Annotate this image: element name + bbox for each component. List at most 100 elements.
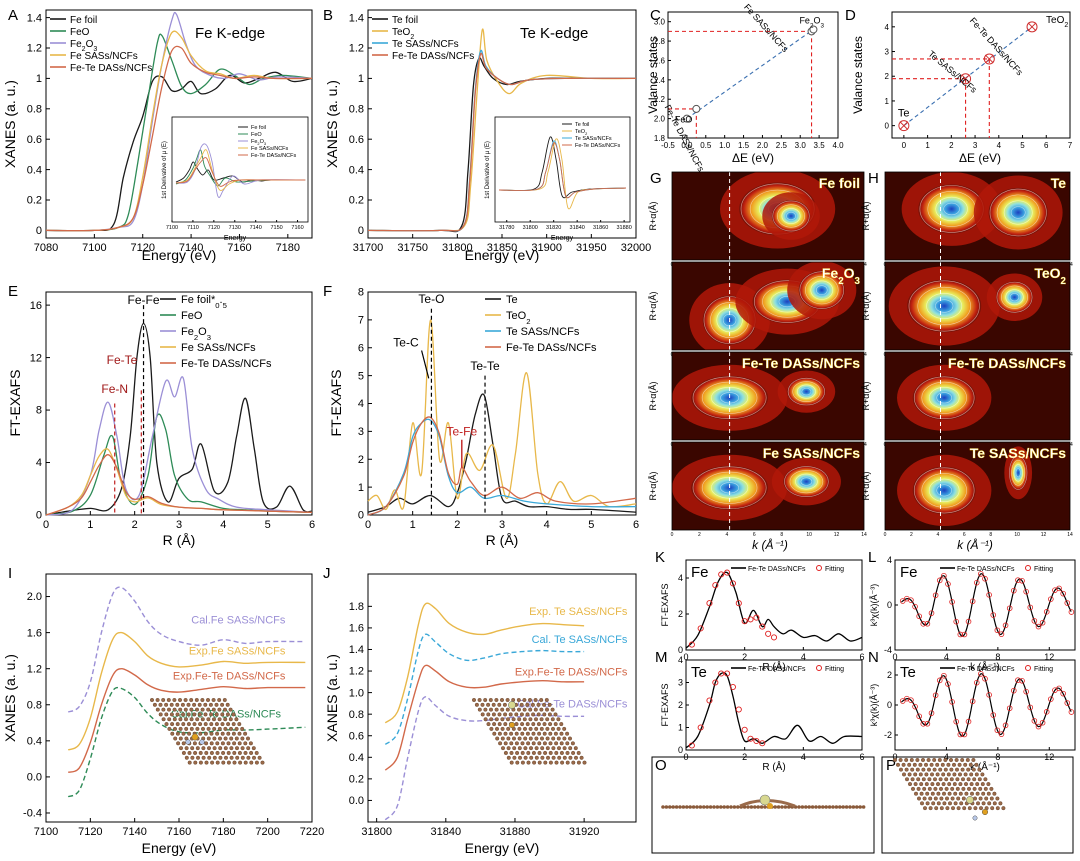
atom-carbon <box>715 805 720 809</box>
atom-carbon <box>170 731 175 736</box>
atom-carbon <box>928 806 933 811</box>
atom-carbon <box>539 707 544 712</box>
atom-carbon <box>955 777 960 782</box>
y-axis-label: R+α(Å) <box>861 382 871 411</box>
point-label: Fe2O3 <box>799 15 824 29</box>
x-tick-label: 8 <box>995 652 1000 662</box>
fit-point <box>899 598 906 604</box>
point-label: Te <box>898 108 910 120</box>
atom-carbon <box>181 712 186 717</box>
y-tick-label: 2 <box>358 454 364 466</box>
atom-carbon <box>506 755 511 760</box>
atom-carbon <box>222 698 227 702</box>
atom-nitrogen <box>972 815 978 821</box>
atom-carbon <box>562 755 567 760</box>
fit-point <box>941 572 947 579</box>
atom-carbon <box>164 702 169 707</box>
atom-carbon <box>526 741 531 746</box>
data-line <box>901 673 1072 737</box>
y-tick-label: 0 <box>887 600 892 610</box>
atom-carbon <box>217 707 222 712</box>
peak-label: Fe-N <box>101 382 128 396</box>
fit-point <box>1027 704 1034 711</box>
atom-carbon <box>212 726 217 731</box>
series-label: Exp.Fe SASs/NCFs <box>189 645 286 657</box>
atom-carbon <box>257 755 262 760</box>
atom-carbon <box>559 750 564 755</box>
molecular-structure-image <box>472 698 587 765</box>
y-axis-label: R+α(Å) <box>648 202 658 231</box>
atom-carbon <box>937 758 942 762</box>
legend-marker <box>1025 565 1031 571</box>
atom-carbon <box>914 791 918 796</box>
fit-point <box>1019 678 1025 684</box>
atom-carbon <box>978 786 983 791</box>
atom-carbon <box>998 801 1003 806</box>
x-tick-label: 0.0 <box>681 141 693 150</box>
atom-carbon <box>800 805 805 809</box>
fit-point <box>969 698 976 705</box>
y-axis-label: k³χ(k)(Å⁻³) <box>869 584 879 626</box>
atom-carbon <box>196 755 200 760</box>
atom-carbon <box>963 772 968 777</box>
atom-carbon <box>489 707 493 712</box>
atom-carbon <box>702 805 706 809</box>
atom-carbon <box>943 758 948 762</box>
atom-carbon <box>925 791 930 796</box>
atom-carbon <box>235 755 240 760</box>
y-tick-label: 0 <box>358 510 364 522</box>
atom-carbon <box>172 698 177 702</box>
atom-carbon <box>977 767 982 772</box>
inset-x-tick-label: 31840 <box>570 225 585 231</box>
x-axis-label: R (Å) <box>486 532 519 548</box>
legend-label: Fe2O3 <box>70 39 97 53</box>
atom-carbon <box>924 782 929 787</box>
fit-point <box>1023 588 1029 595</box>
atom-tellurium <box>759 794 771 806</box>
atom-carbon <box>508 712 513 717</box>
atom-carbon <box>698 805 703 809</box>
panel-letter: C <box>650 7 661 24</box>
atom-carbon <box>537 731 542 736</box>
x-tick-label: 7100 <box>34 826 58 838</box>
y-tick-label: 7 <box>358 315 364 327</box>
atom-carbon <box>551 736 556 741</box>
atom-iron <box>508 721 516 729</box>
atom-carbon <box>995 806 1000 811</box>
atom-carbon <box>533 707 538 712</box>
atom-iron <box>767 803 773 809</box>
atom-carbon <box>935 772 940 777</box>
atom-carbon <box>209 712 214 717</box>
contour <box>935 196 968 221</box>
atom-carbon <box>224 755 228 760</box>
contour <box>928 386 960 409</box>
panel-letter: P <box>886 757 896 774</box>
atom-carbon <box>506 746 511 751</box>
y-tick-label: 3.0 <box>654 18 666 27</box>
atom-carbon <box>539 698 544 702</box>
y-tick-label: -2 <box>884 730 892 740</box>
fit-point <box>1015 577 1021 583</box>
atom-carbon <box>1001 806 1006 811</box>
atom-carbon <box>927 767 931 772</box>
series-labels: Cal.Fe SASs/NCFs Exp.Fe SASs/NCFs Exp.Fe-T… <box>171 615 286 721</box>
x-tick-label: 31750 <box>397 242 428 254</box>
atom-carbon <box>497 722 502 727</box>
fit-point <box>949 699 955 705</box>
atom-carbon <box>189 707 194 712</box>
atom-carbon <box>550 707 555 712</box>
legend-marker <box>1025 665 1031 671</box>
atom-carbon <box>983 777 988 782</box>
element-label: Te <box>691 664 707 681</box>
legend-label: Fitting <box>825 666 844 673</box>
inset-legend-label: Fe SASs/NCFs <box>251 146 289 152</box>
atom-carbon <box>913 782 918 787</box>
contour <box>935 299 954 313</box>
x-tick-label: 7220 <box>300 826 324 838</box>
atom-carbon <box>979 806 983 811</box>
atom-carbon <box>574 755 578 760</box>
atom-carbon <box>736 805 740 809</box>
atom-carbon <box>183 707 188 712</box>
